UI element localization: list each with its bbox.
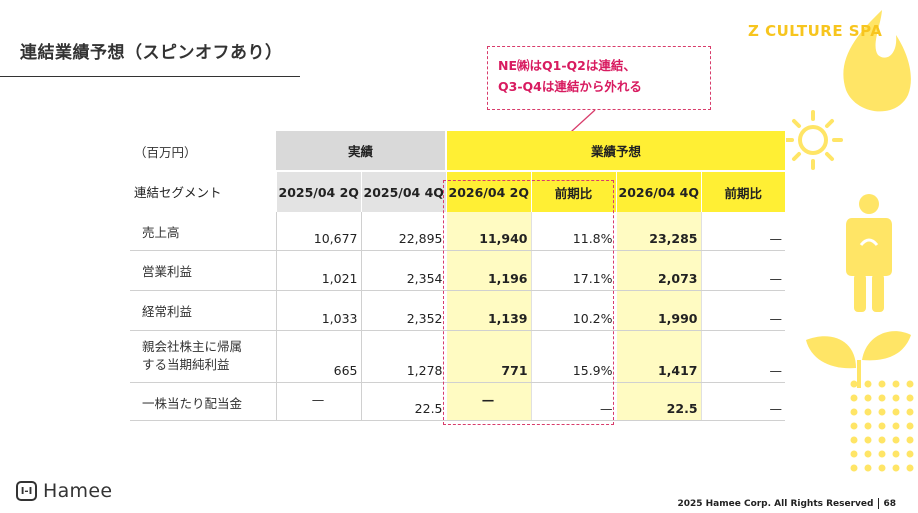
table-cell: 2,352 <box>360 290 447 331</box>
table-cell: 11.8% <box>530 212 617 251</box>
table-cell: — <box>700 250 786 291</box>
table-cell: — <box>700 290 786 331</box>
row-label-line-1: 親会社株主に帰属 <box>142 338 243 354</box>
table-cell: 1,196 <box>445 250 532 291</box>
table-cell: 15.9% <box>530 330 617 383</box>
unit-label: （百万円） <box>134 144 197 160</box>
table-cell: 23,285 <box>615 212 702 251</box>
callout-note: NE㈱はQ1-Q2は連結、 Q3-Q4は連結から外れる <box>487 46 711 110</box>
segment-label: 連結セグメント <box>134 185 222 200</box>
brand-logo-text: Z CULTURE SPA <box>748 22 883 40</box>
column-header: 前期比 <box>700 171 786 212</box>
logo-text: Hamee <box>43 480 113 502</box>
table-cell: 771 <box>445 330 532 383</box>
forecast-table: （百万円） 実績 業績予想 連結セグメント 2025/04 2Q 2025/04… <box>130 131 786 421</box>
group-header-actual: 実績 <box>276 131 447 172</box>
table-row: 営業利益 1,021 2,354 1,196 17.1% 2,073 — <box>130 250 786 291</box>
table-cell: — <box>275 382 361 421</box>
table-row: 一株当たり配当金 — 22.5 — — 22.5 — <box>130 382 786 421</box>
decorative-illustration <box>786 10 914 472</box>
callout-line-1: NE㈱はQ1-Q2は連結、 <box>498 58 636 73</box>
table-cell: 2,073 <box>615 250 702 291</box>
copyright-text: 2025 Hamee Corp. All Rights Reserved <box>677 498 874 509</box>
table-cell: 2,354 <box>360 250 447 291</box>
column-header: 2026/04 4Q <box>615 171 702 212</box>
dot-pattern <box>850 380 914 472</box>
table-row: 売上高 10,677 22,895 11,940 11.8% 23,285 — <box>130 212 786 251</box>
table-cell: 1,139 <box>445 290 532 331</box>
table-cell: 1,278 <box>360 330 447 383</box>
table-cell: — <box>700 212 786 251</box>
table-cell: — <box>700 330 786 383</box>
company-logo: I-I Hamee <box>16 480 112 502</box>
table-cell: — <box>445 382 532 421</box>
footer: 2025 Hamee Corp. All Rights Reserved 68 <box>677 498 896 509</box>
table-cell: — <box>700 382 786 421</box>
flame-icon <box>843 10 911 112</box>
table-cell: 11,940 <box>445 212 532 251</box>
table-cell: 10,677 <box>275 212 361 251</box>
table-row: 親会社株主に帰属 する当期純利益 665 1,278 771 15.9% 1,4… <box>130 330 786 383</box>
column-header: 2025/04 2Q <box>275 171 361 212</box>
table-cell: 22.5 <box>615 382 702 421</box>
person-icon <box>846 194 892 312</box>
row-label-line-2: する当期純利益 <box>142 356 230 372</box>
table-cell: 22,895 <box>360 212 447 251</box>
column-header: 2025/04 4Q <box>360 171 447 212</box>
table-cell: 1,990 <box>615 290 702 331</box>
table-row: 経常利益 1,033 2,352 1,139 10.2% 1,990 — <box>130 290 786 331</box>
table-cell: 1,021 <box>275 250 361 291</box>
hamee-logo-icon: I-I <box>16 481 37 501</box>
table-cell: — <box>530 382 617 421</box>
table-cell: 17.1% <box>530 250 617 291</box>
table-cell: 1,417 <box>615 330 702 383</box>
sprout-icon <box>806 331 911 388</box>
footer-divider <box>878 498 880 509</box>
callout-line-2: Q3-Q4は連結から外れる <box>498 79 642 94</box>
title-underline <box>0 76 300 77</box>
row-label: 売上高 <box>130 212 276 251</box>
group-header-forecast: 業績予想 <box>445 131 786 172</box>
table-cell: 22.5 <box>360 382 447 421</box>
column-header: 前期比 <box>530 171 617 212</box>
table-cell: 665 <box>275 330 361 383</box>
sun-icon <box>786 110 843 170</box>
row-label: 経常利益 <box>130 290 276 331</box>
row-label: 営業利益 <box>130 250 276 291</box>
row-label: 親会社株主に帰属 する当期純利益 <box>130 330 276 383</box>
slide-title: 連結業績予想（スピンオフあり） <box>20 43 283 63</box>
table-cell: 1,033 <box>275 290 361 331</box>
row-label: 一株当たり配当金 <box>130 382 276 421</box>
page-number: 68 <box>883 498 896 509</box>
column-header: 2026/04 2Q <box>445 171 532 212</box>
table-cell: 10.2% <box>530 290 617 331</box>
